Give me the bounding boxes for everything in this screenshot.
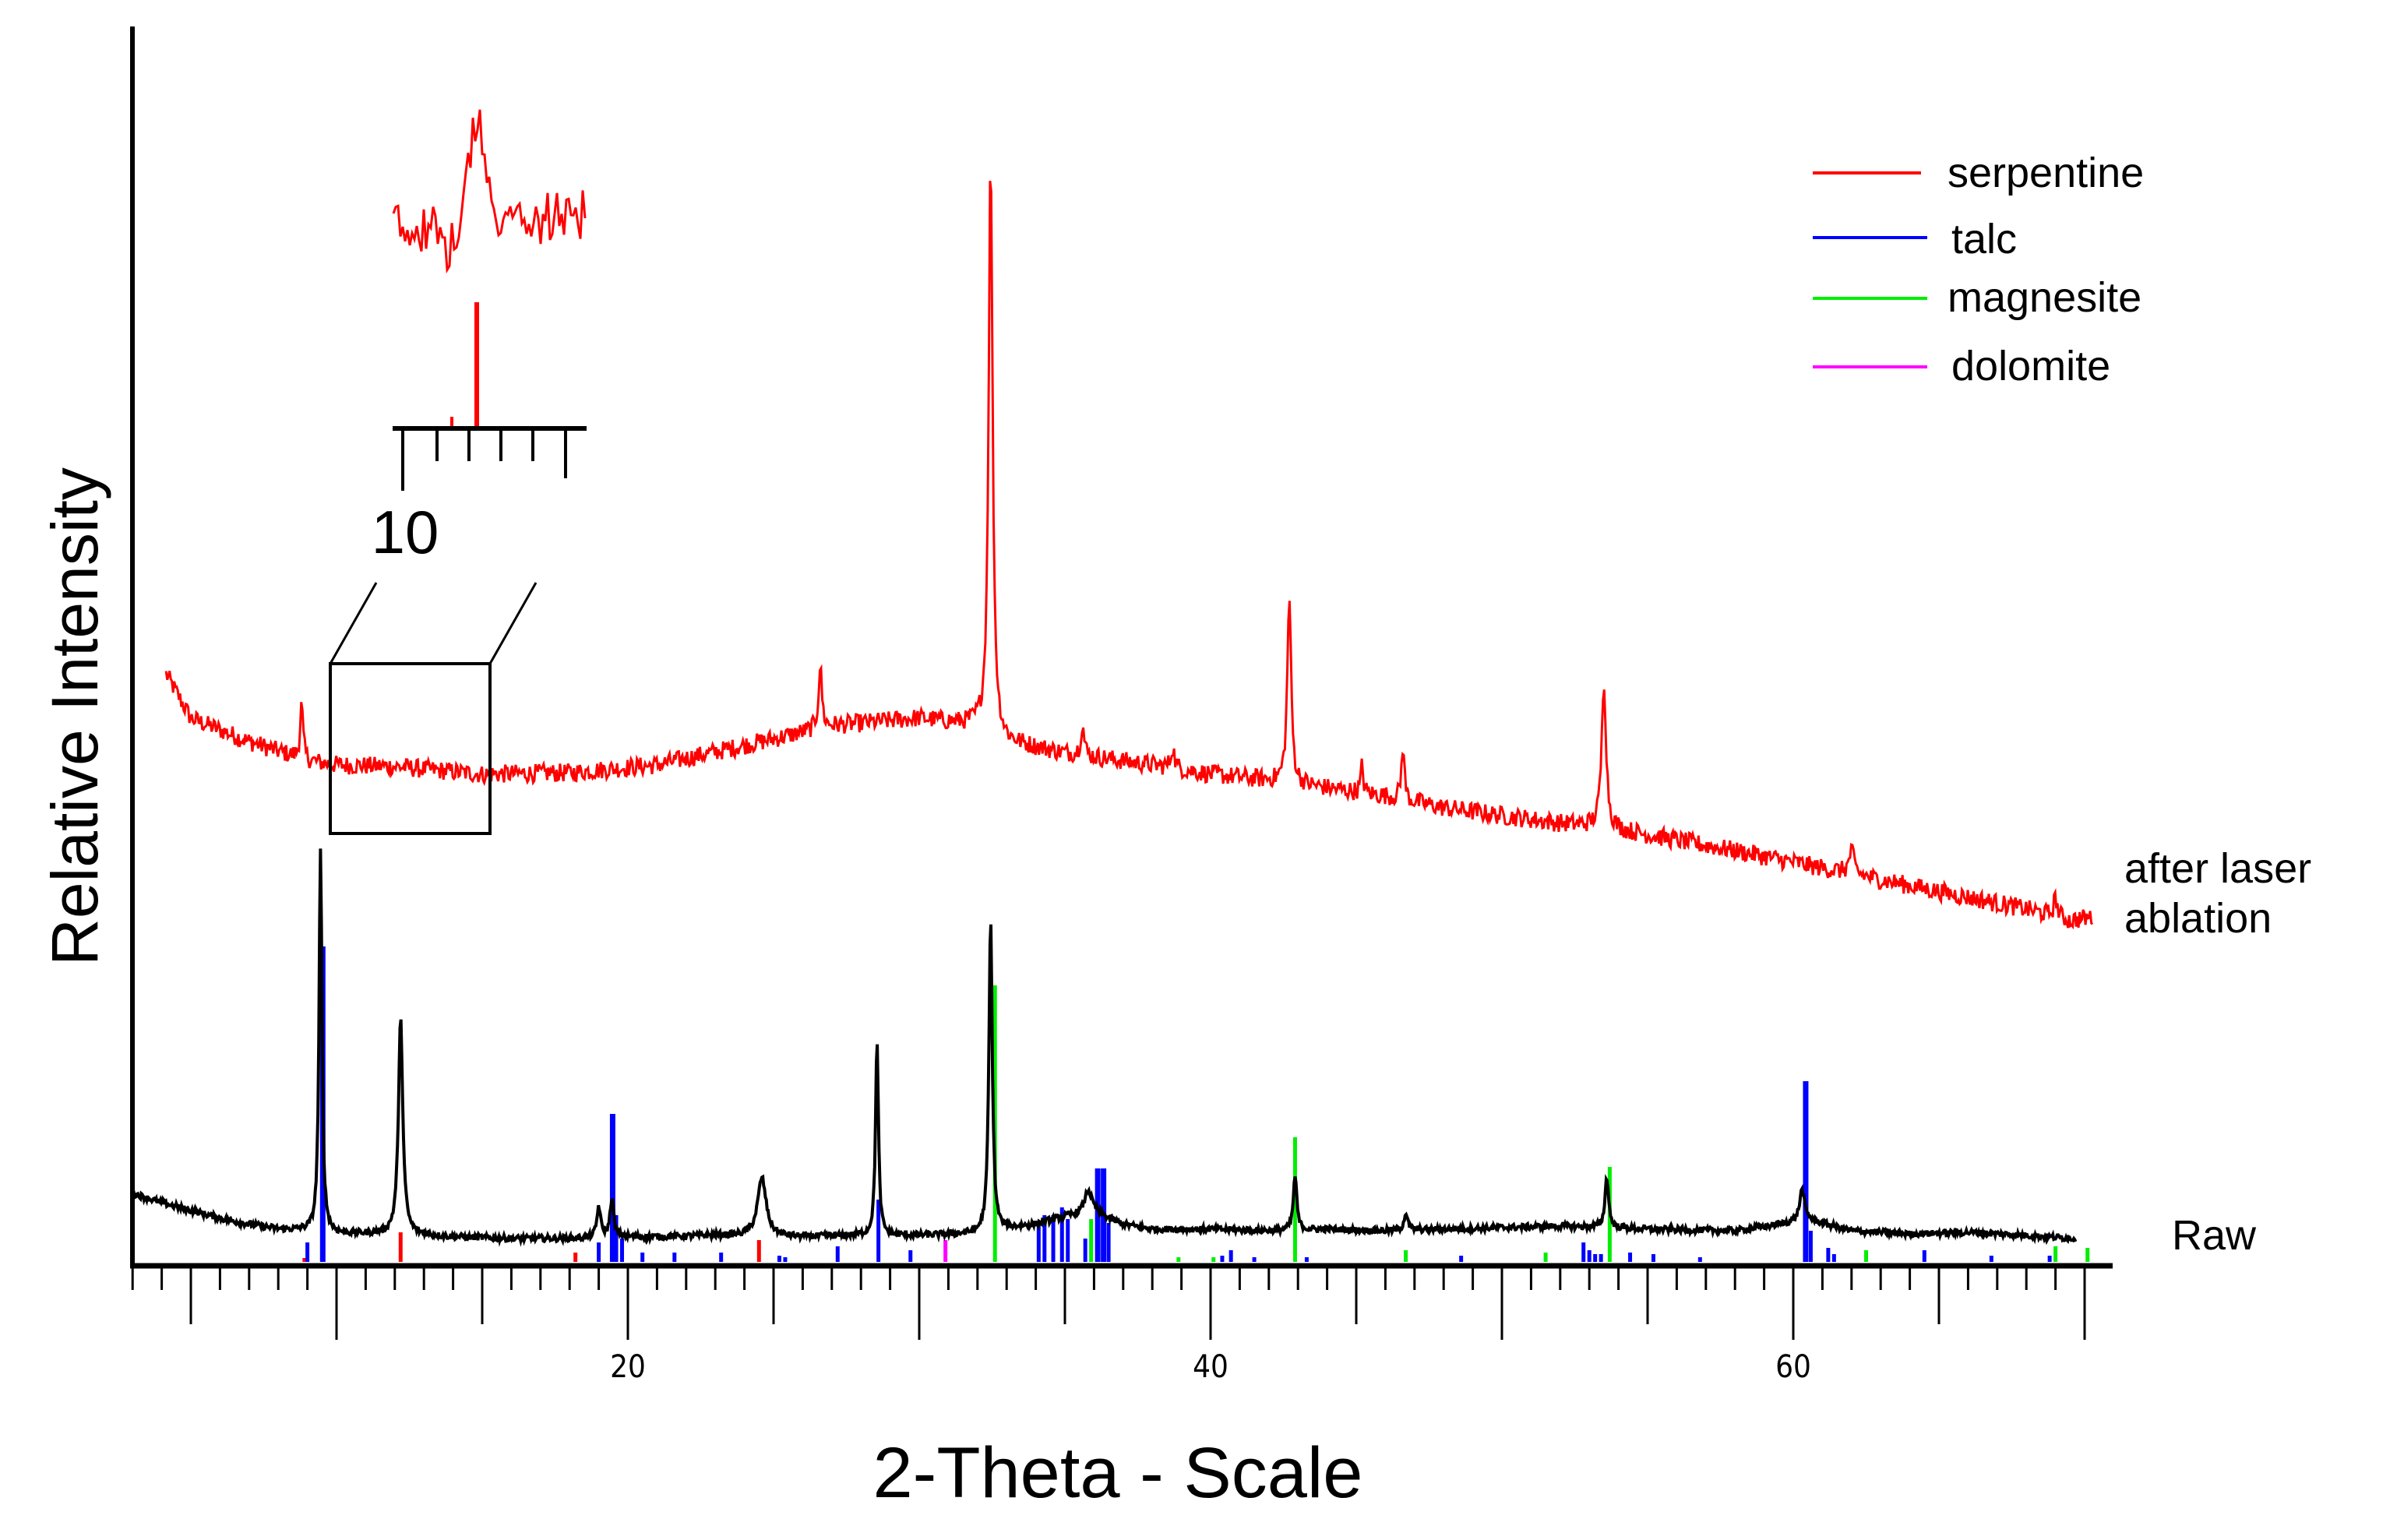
magnesite-reference-stick (2053, 1246, 2058, 1262)
magnesite-reference-stick (1089, 1219, 1094, 1262)
serpentine-reference-stick (573, 1253, 578, 1262)
talc-reference-stick (1059, 1207, 1064, 1262)
talc-reference-stick (1252, 1257, 1257, 1262)
legend-label-magnesite: magnesite (1948, 274, 2141, 321)
talc-reference-stick (1599, 1254, 1603, 1262)
magnesite-reference-stick (1543, 1253, 1548, 1262)
talc-reference-stick (597, 1242, 601, 1262)
serpentine-reference-stick (398, 1232, 403, 1262)
ablated-pattern-line (164, 181, 2094, 930)
magnesite-reference-stick (2085, 1248, 2090, 1262)
magnesite-reference-stick (1211, 1257, 1216, 1262)
serpentine-reference-stick (302, 1258, 307, 1262)
talc-reference-stick (908, 1250, 913, 1262)
talc-reference-stick (1587, 1250, 1592, 1262)
talc-reference-stick (783, 1257, 788, 1262)
talc-reference-stick (1042, 1215, 1047, 1262)
talc-reference-stick (1593, 1254, 1598, 1262)
talc-reference-stick (777, 1256, 781, 1262)
talc-reference-stick (1803, 1081, 1809, 1262)
talc-reference-stick (1036, 1223, 1041, 1262)
zoom-region-box (329, 662, 492, 835)
talc-reference-stick (305, 1242, 310, 1262)
talc-reference-stick (1095, 1168, 1101, 1262)
series-label-raw: Raw (2172, 1212, 2257, 1259)
talc-reference-stick (1220, 1256, 1225, 1262)
talc-reference-stick (672, 1253, 677, 1262)
talc-reference-stick (1228, 1250, 1233, 1262)
magnesite-reference-stick (1176, 1257, 1181, 1262)
talc-reference-stick (1581, 1242, 1586, 1262)
x-tick-label-60: 60 (1775, 1349, 1811, 1385)
legend-label-talc: talc (1951, 216, 2017, 263)
talc-reference-stick (1066, 1219, 1070, 1262)
zoom-connector-right (488, 582, 538, 664)
legend-label-dolomite: dolomite (1951, 343, 2110, 389)
talc-reference-stick (620, 1239, 625, 1262)
talc-reference-stick (1304, 1257, 1309, 1262)
series-label-after-line2: ablation (2124, 895, 2272, 942)
talc-reference-stick (1083, 1239, 1087, 1262)
y-axis-label: Relative Intensity (38, 467, 111, 966)
magnesite-reference-stick (1292, 1137, 1297, 1262)
magnesite-reference-stick (1864, 1250, 1868, 1262)
talc-reference-stick (1697, 1257, 1702, 1262)
talc-reference-stick (1459, 1256, 1464, 1262)
talc-reference-stick (614, 1215, 619, 1262)
inset-tick-label-10: 10 (372, 498, 439, 566)
talc-reference-stick (640, 1253, 645, 1262)
magnesite-reference-stick (1404, 1250, 1408, 1262)
serpentine-reference-stick (756, 1240, 761, 1262)
legend-label-serpentine: serpentine (1948, 150, 2144, 196)
talc-reference-stick (1922, 1250, 1926, 1262)
raw-pattern-line (131, 848, 2078, 1247)
inset-plot: 10 (372, 109, 587, 566)
x-tick-label-40: 40 (1193, 1349, 1228, 1385)
talc-reference-stick (1651, 1254, 1655, 1262)
x-tick-label-20: 20 (610, 1349, 646, 1385)
zoom-connector-left (329, 582, 378, 664)
talc-reference-stick (1051, 1215, 1056, 1262)
talc-reference-stick (835, 1246, 840, 1262)
reference-sticks (302, 946, 2090, 1262)
talc-reference-stick (2047, 1256, 2052, 1262)
talc-reference-stick (1106, 1223, 1111, 1262)
talc-reference-stick (1989, 1256, 1993, 1262)
inset-trace-line (392, 109, 587, 274)
x-axis-label: 2-Theta - Scale (873, 1433, 1363, 1513)
talc-reference-stick (1831, 1254, 1836, 1262)
talc-reference-stick (1628, 1253, 1633, 1262)
talc-reference-stick (1826, 1248, 1831, 1262)
talc-reference-stick (1808, 1231, 1813, 1262)
talc-reference-stick (719, 1253, 724, 1262)
talc-reference-stick (609, 1114, 615, 1262)
talc-reference-stick (876, 1200, 881, 1262)
x-axis-ticks (131, 1268, 2086, 1340)
legend: serpentine talc magnesite dolomite (1813, 150, 2144, 389)
dolomite-reference-stick (943, 1240, 948, 1262)
inset-axis-ticks (401, 430, 567, 491)
series-label-after-line1: after laser (2124, 845, 2311, 892)
